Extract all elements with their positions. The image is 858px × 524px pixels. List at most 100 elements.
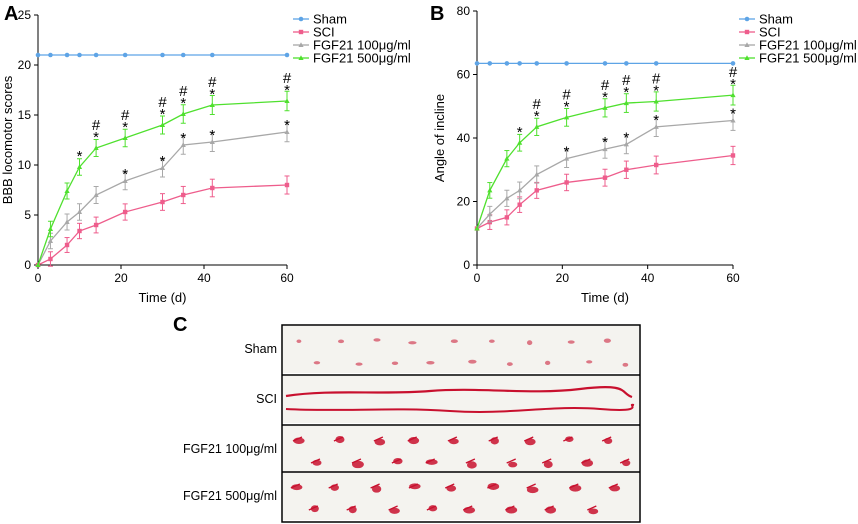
legend-item: FGF21 100μg/ml <box>293 38 411 53</box>
footprint-toe-trace <box>563 436 573 442</box>
footprint-mark <box>408 341 417 345</box>
legend-label: FGF21 100μg/ml <box>313 38 411 53</box>
star-mark: * <box>653 82 659 99</box>
footprint-mark <box>603 338 611 343</box>
footprint-toe-trace <box>292 436 303 442</box>
data-point <box>35 52 41 58</box>
star-mark: * <box>122 166 128 183</box>
data-point <box>64 188 70 193</box>
hash-mark: # <box>179 83 188 100</box>
data-point <box>210 185 215 191</box>
hash-mark: # <box>652 70 661 87</box>
footprint-toe-trace <box>444 483 455 489</box>
legend-marker <box>744 42 750 47</box>
legend-item: FGF21 100μg/ml <box>739 38 857 53</box>
star-mark: * <box>730 76 736 93</box>
footprint-toe-trace <box>373 436 384 442</box>
data-point <box>77 228 82 234</box>
footprint-mark <box>543 460 553 469</box>
data-point <box>624 61 629 66</box>
footprint-mark <box>506 362 513 366</box>
data-point <box>517 139 523 145</box>
footprint-toe-trace <box>351 458 362 464</box>
footprint-mark <box>468 359 477 364</box>
y-tick-label: 15 <box>18 108 32 122</box>
drag-trace <box>285 386 633 399</box>
series-fgf21-500-g-ml <box>474 84 736 231</box>
footprint-toe-trace <box>523 436 534 442</box>
footprint-mark <box>508 461 518 468</box>
y-tick-label: 20 <box>18 58 32 72</box>
footprint-toe-trace <box>506 458 516 464</box>
data-point <box>47 226 54 231</box>
data-point <box>517 61 522 66</box>
data-point <box>284 129 290 134</box>
x-axis-title: Time (d) <box>581 290 629 305</box>
data-point <box>564 155 570 161</box>
data-point <box>76 209 83 214</box>
star-mark: * <box>602 134 608 151</box>
footprint-paper <box>283 426 639 473</box>
data-point <box>160 52 165 58</box>
y-tick-label: 40 <box>457 131 471 145</box>
footprint-mark <box>409 483 421 490</box>
x-tick-label: 20 <box>556 271 570 285</box>
footprint-mark <box>391 361 399 365</box>
footprint-toe-trace <box>526 483 536 489</box>
data-point <box>48 52 53 58</box>
footprint-toe-trace <box>388 505 398 511</box>
data-point <box>76 164 83 169</box>
hash-mark: # <box>121 107 130 124</box>
series-fgf21-500-g-ml <box>35 90 290 267</box>
row-label: FGF21 500μg/ml <box>183 489 277 503</box>
data-point <box>181 192 186 198</box>
legend-label: Sham <box>313 12 347 27</box>
data-point <box>474 225 480 231</box>
series-line <box>37 131 288 266</box>
data-point <box>160 199 165 205</box>
data-point <box>122 52 128 58</box>
footprint-mark <box>544 360 551 366</box>
data-point <box>517 202 522 207</box>
footprint-row: Sham <box>244 326 639 373</box>
data-point <box>180 142 186 147</box>
data-point <box>48 256 53 262</box>
series-line <box>37 100 288 266</box>
x-tick-label: 40 <box>197 271 211 285</box>
data-point <box>487 211 493 217</box>
chart-panel-b: B 0 20 40 60 80 0 20 40 60 Time (d) Angle of inclin… <box>430 3 857 305</box>
star-mark: * <box>77 148 83 165</box>
footprint-mark <box>389 507 400 514</box>
footprint-toe-trace <box>426 505 437 511</box>
legend-item: SCI <box>293 25 335 40</box>
series-sci <box>35 175 290 268</box>
footprint-toe-trace <box>462 505 473 511</box>
footprint-toe-trace <box>310 458 321 464</box>
footprint-toe-trace <box>541 458 552 464</box>
hash-mark: # <box>533 96 542 113</box>
star-mark: * <box>180 95 186 112</box>
footprint-mark <box>296 339 302 344</box>
data-point <box>180 111 186 116</box>
data-point <box>653 98 659 104</box>
data-point <box>93 192 99 197</box>
legend-item: Sham <box>293 12 347 27</box>
footprint-row: FGF21 100μg/ml <box>183 424 640 473</box>
legend-item: SCI <box>739 25 781 40</box>
legend-item: FGF21 500μg/ml <box>739 51 857 66</box>
footprint-toe-trace <box>308 505 319 511</box>
data-point <box>487 61 493 66</box>
row-label: Sham <box>244 342 277 356</box>
footprint-mark <box>291 484 303 491</box>
star-mark: * <box>160 153 166 170</box>
data-point <box>122 135 128 140</box>
star-mark: * <box>653 112 659 129</box>
footprint-mark <box>313 361 321 365</box>
legend-label: Sham <box>759 12 793 27</box>
data-point <box>623 100 629 106</box>
footprint-toe-trace <box>465 458 476 464</box>
data-point <box>564 114 570 120</box>
footprint-toe-trace <box>328 483 338 489</box>
star-mark: * <box>122 119 128 136</box>
footprint-mark <box>425 459 438 465</box>
